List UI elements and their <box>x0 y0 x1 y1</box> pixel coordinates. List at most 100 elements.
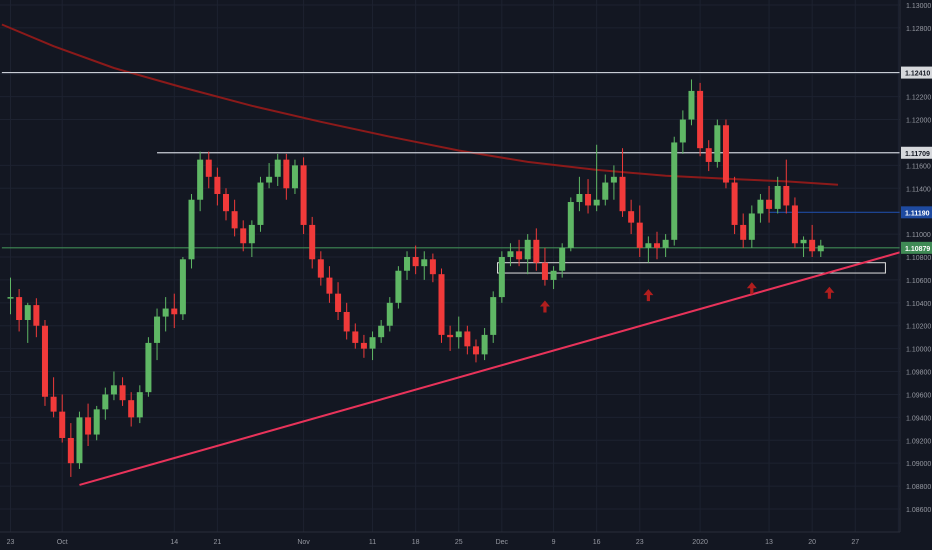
support-zone-box <box>497 262 886 274</box>
candles <box>7 79 824 477</box>
candle-body <box>231 211 238 229</box>
candle-body <box>464 331 471 347</box>
candle-body <box>223 194 229 212</box>
candle-down <box>654 231 660 260</box>
candle-up <box>507 243 514 267</box>
candle-up <box>24 302 31 343</box>
candle-up <box>550 266 557 290</box>
candle-up <box>369 331 376 361</box>
time-tick-label: 13 <box>765 539 773 546</box>
candle-down <box>67 423 74 477</box>
time-tick-label: 2020 <box>692 539 708 546</box>
price-tick-label: 1.10200 <box>906 324 931 331</box>
up-arrow-icon <box>746 282 757 295</box>
time-tick-label: 21 <box>213 539 221 546</box>
candle-body <box>783 185 790 206</box>
candle-up <box>136 385 143 424</box>
candle-up <box>490 291 497 343</box>
time-tick-label: 23 <box>636 539 644 546</box>
candle-body <box>85 417 92 435</box>
price-tick-label: 1.11000 <box>906 232 931 239</box>
candle-body <box>119 385 126 401</box>
price-tick-label: 1.09400 <box>906 415 931 422</box>
time-tick-label: 14 <box>170 539 178 546</box>
candle-up <box>567 197 574 252</box>
price-tick-label: 1.12800 <box>906 26 931 33</box>
candle-up <box>386 297 393 332</box>
candle-down <box>636 205 643 257</box>
candle-body <box>636 222 643 248</box>
candle-body <box>774 185 781 209</box>
candle-body <box>585 194 592 206</box>
candle-up <box>774 176 781 214</box>
candle-body <box>352 331 359 343</box>
candle-up <box>714 119 721 168</box>
candle-up <box>524 234 531 275</box>
candle-up <box>610 165 617 200</box>
candle-body <box>490 297 497 335</box>
time-tick-label: 16 <box>593 539 601 546</box>
time-tick-label: 23 <box>7 539 15 546</box>
candle-body <box>386 302 393 326</box>
candle-body <box>214 176 221 194</box>
candle-down <box>705 140 712 172</box>
candle-up <box>76 411 83 469</box>
price-axis[interactable]: 1.130001.128001.124001.122001.120001.116… <box>906 3 931 514</box>
candle-body <box>722 125 729 183</box>
candle-body <box>283 159 290 189</box>
candle-up <box>266 163 273 189</box>
candle-up <box>93 405 100 441</box>
price-label-text: 1.10879 <box>905 246 930 253</box>
candle-body <box>7 297 14 299</box>
price-tick-label: 1.10600 <box>906 278 931 285</box>
candle-body <box>59 411 66 438</box>
candle-up <box>498 251 505 303</box>
candle-up <box>102 387 109 420</box>
candle-body <box>248 224 255 244</box>
candle-down <box>585 179 592 214</box>
candle-up <box>274 153 281 186</box>
ascending-trendline <box>79 242 932 486</box>
candle-down <box>464 325 471 355</box>
candle-body <box>145 342 152 393</box>
candle-down <box>317 251 324 286</box>
candle-body <box>67 437 74 464</box>
candle-body <box>731 182 738 225</box>
candle-up <box>559 243 566 278</box>
candle-down <box>128 392 135 427</box>
candle-body <box>33 305 40 326</box>
candle-down <box>214 167 221 206</box>
candle-body <box>171 308 178 315</box>
candle-up <box>395 266 402 309</box>
candle-down <box>697 82 704 157</box>
support-zone <box>497 262 886 274</box>
candle-down <box>50 377 57 418</box>
candle-up <box>197 151 204 212</box>
candle-up <box>817 239 824 257</box>
candle-down <box>472 339 479 363</box>
candle-body <box>24 305 31 320</box>
candle-body <box>740 224 747 240</box>
grid <box>0 0 900 532</box>
candle-body <box>645 243 652 248</box>
candle-down <box>283 153 290 200</box>
candle-body <box>378 325 385 338</box>
candle-body <box>93 409 100 435</box>
candle-body <box>257 182 264 225</box>
price-label-bg <box>901 241 932 254</box>
candle-up <box>110 371 117 401</box>
candle-down <box>231 199 238 237</box>
candle-down <box>740 213 747 248</box>
candle-up <box>179 257 186 320</box>
price-tick-label: 1.13000 <box>906 3 931 10</box>
candle-body <box>421 259 428 267</box>
price-label: 1.11190 <box>901 206 932 219</box>
candle-body <box>188 199 195 260</box>
time-axis[interactable]: 23 Oct 14 21 Nov 11 18 25 Dec 9 16 23 2020 13 20 27 <box>7 539 860 546</box>
candle-body <box>662 239 669 248</box>
candle-body <box>593 199 600 206</box>
candle-body <box>154 316 161 343</box>
support-arrows <box>539 282 835 313</box>
candle-down <box>352 323 359 349</box>
